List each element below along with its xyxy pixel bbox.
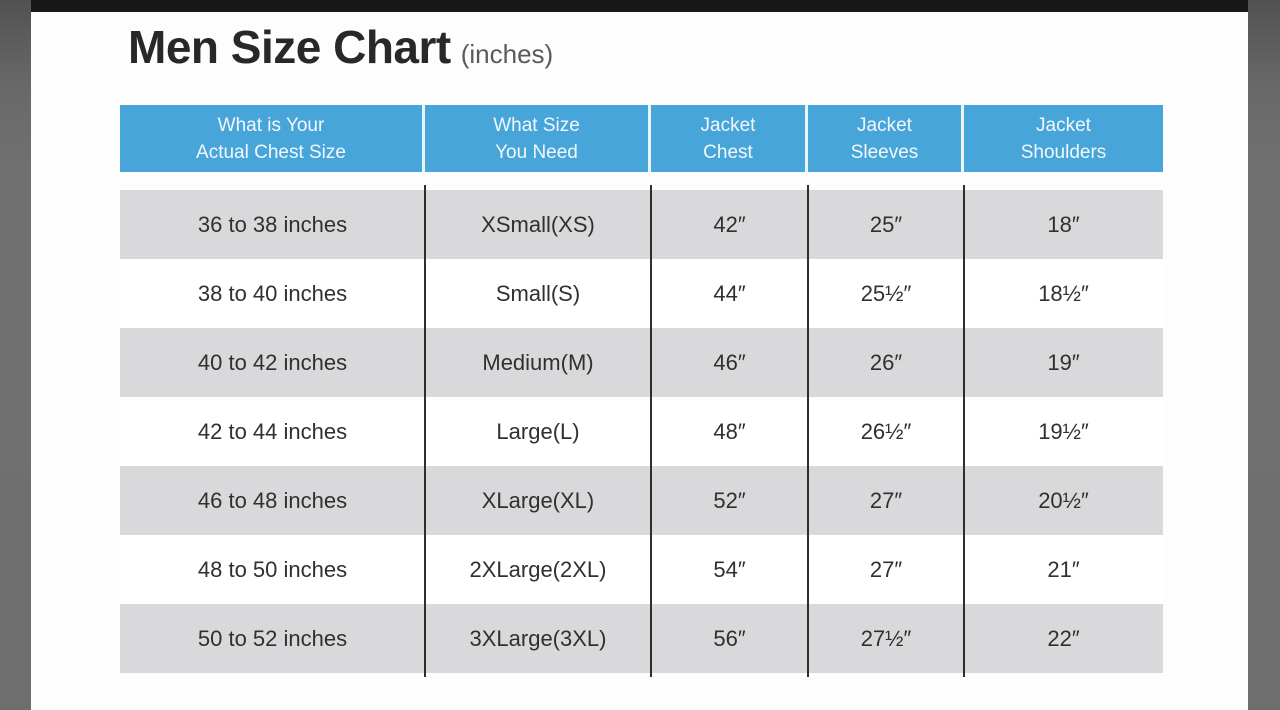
table-row: 36 to 38 inches XSmall(XS) 42″ 25″ 18″ <box>120 190 1163 259</box>
letterbox-left-bar <box>0 0 31 710</box>
table-cell: 21″ <box>1047 556 1080 582</box>
table-cell: 22″ <box>1047 625 1080 651</box>
table-header-row: What is Your Actual Chest Size What Size… <box>120 105 1163 172</box>
table-row: 50 to 52 inches 3XLarge(3XL) 56″ 27½″ 22… <box>120 604 1163 673</box>
table-cell: 20½″ <box>1038 487 1089 513</box>
header-line: Chest <box>703 141 753 163</box>
header-line: Jacket <box>857 114 912 136</box>
table-cell: 48 to 50 inches <box>197 556 348 582</box>
table-body: 36 to 38 inches XSmall(XS) 42″ 25″ 18″ 3… <box>120 190 1163 673</box>
header-line: Actual Chest Size <box>196 141 346 163</box>
header-cell-jacket-sleeves: Jacket Sleeves <box>808 105 964 172</box>
size-chart-table: What is Your Actual Chest Size What Size… <box>120 105 1163 677</box>
table-cell: 44″ <box>713 280 746 306</box>
letterbox-top-bar <box>0 0 1280 12</box>
table-row: 48 to 50 inches 2XLarge(2XL) 54″ 27″ 21″ <box>120 535 1163 604</box>
header-cell-size-needed: What Size You Need <box>425 105 651 172</box>
table-cell: Medium(M) <box>482 349 594 375</box>
table-row: 40 to 42 inches Medium(M) 46″ 26″ 19″ <box>120 328 1163 397</box>
table-cell: 46″ <box>713 349 746 375</box>
table-cell: 3XLarge(3XL) <box>469 625 607 651</box>
header-cell-chest-size: What is Your Actual Chest Size <box>120 105 425 172</box>
table-cell: 25″ <box>869 211 903 237</box>
header-line: What is Your <box>217 114 325 136</box>
header-line: Shoulders <box>1020 141 1107 163</box>
column-divider <box>807 185 809 677</box>
table-cell: 19½″ <box>1038 418 1089 444</box>
table-cell: 27½″ <box>860 625 912 651</box>
table-cell: 42 to 44 inches <box>197 418 348 444</box>
header-line: Jacket <box>1036 114 1091 136</box>
table-cell: 26½″ <box>860 418 912 444</box>
table-cell: 18″ <box>1047 211 1080 237</box>
table-cell: 25½″ <box>860 280 912 306</box>
table-cell: XSmall(XS) <box>481 211 595 237</box>
header-line: You Need <box>495 141 578 163</box>
table-cell: 50 to 52 inches <box>197 625 348 651</box>
table-row: 46 to 48 inches XLarge(XL) 52″ 27″ 20½″ <box>120 466 1163 535</box>
column-divider <box>424 185 426 677</box>
table-cell: 42″ <box>713 211 746 237</box>
table-cell: 38 to 40 inches <box>197 280 348 306</box>
table-cell: 26″ <box>869 349 903 375</box>
table-cell: 54″ <box>713 556 746 582</box>
letterbox-right-bar <box>1248 0 1280 710</box>
table-cell: 36 to 38 inches <box>197 211 348 237</box>
table-cell: Small(S) <box>495 280 581 306</box>
header-line: What Size <box>493 114 580 136</box>
page-title-units: (inches) <box>460 39 554 69</box>
page-title: Men Size Chart <box>128 21 451 73</box>
header-cell-jacket-chest: Jacket Chest <box>651 105 808 172</box>
header-cell-jacket-shoulders: Jacket Shoulders <box>964 105 1163 172</box>
table-cell: 40 to 42 inches <box>197 349 348 375</box>
table-cell: Large(L) <box>496 418 580 444</box>
table-cell: 52″ <box>713 487 746 513</box>
table-cell: 46 to 48 inches <box>197 487 348 513</box>
table-row: 38 to 40 inches Small(S) 44″ 25½″ 18½″ <box>120 259 1163 328</box>
table-row: 42 to 44 inches Large(L) 48″ 26½″ 19½″ <box>120 397 1163 466</box>
table-cell: 56″ <box>713 625 746 651</box>
table-cell: 18½″ <box>1038 280 1089 306</box>
table-cell: 27″ <box>869 487 903 513</box>
table-cell: XLarge(XL) <box>481 487 595 513</box>
page-title-row: Men Size Chart (inches) <box>128 20 553 74</box>
table-cell: 2XLarge(2XL) <box>469 556 607 582</box>
table-cell: 27″ <box>869 556 903 582</box>
table-cell: 19″ <box>1047 349 1080 375</box>
column-divider <box>650 185 652 677</box>
column-divider <box>963 185 965 677</box>
table-cell: 48″ <box>713 418 746 444</box>
header-line: Jacket <box>700 114 756 136</box>
header-line: Sleeves <box>850 141 919 163</box>
